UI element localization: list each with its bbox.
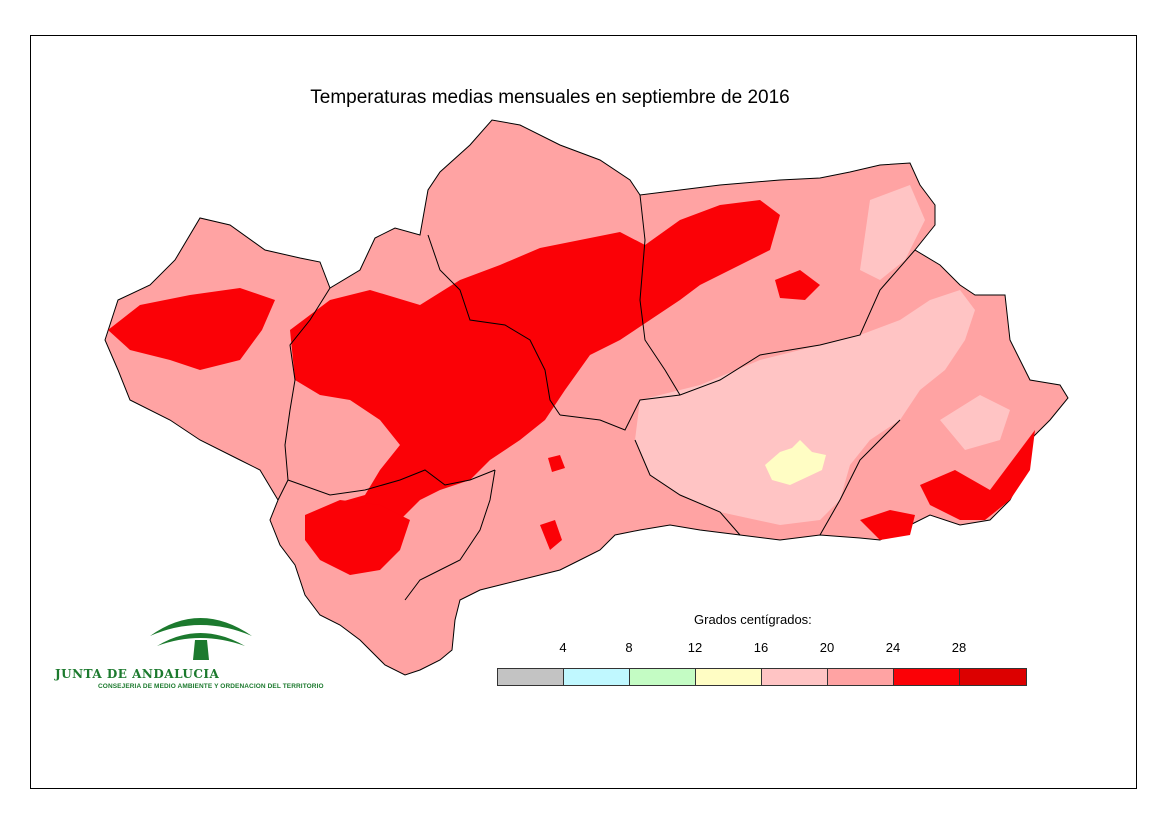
map-title: Temperaturas medias mensuales en septiem… — [310, 87, 790, 108]
legend-tick-label: 24 — [885, 640, 901, 655]
province-borders — [277, 194, 916, 601]
legend-swatch — [630, 669, 696, 685]
legend-swatch — [498, 669, 564, 685]
legend-title: Grados centígrados: — [694, 612, 812, 627]
legend-tick-label: 4 — [559, 640, 567, 655]
map-frame — [30, 35, 1137, 789]
legend-swatch — [894, 669, 960, 685]
legend-swatch — [828, 669, 894, 685]
zone-16-20 — [635, 185, 1010, 525]
zone-12-16 — [765, 440, 826, 485]
zone-24-28 — [108, 200, 1035, 575]
legend-tick-label: 8 — [625, 640, 633, 655]
legend-tick-label: 20 — [819, 640, 835, 655]
junta-andalucia-logo-icon — [150, 618, 252, 660]
legend-tick-label: 12 — [687, 640, 703, 655]
legend-tick-label: 28 — [951, 640, 967, 655]
logo-subtitle: CONSEJERIA DE MEDIO AMBIENTE Y ORDENACIO… — [98, 683, 324, 690]
legend-swatch — [696, 669, 762, 685]
legend-tick-label: 16 — [753, 640, 769, 655]
legend-swatch — [762, 669, 828, 685]
andalucia-region — [104, 119, 1069, 676]
legend-swatch — [960, 669, 1026, 685]
logo-name: JUNTA DE ANDALUCIA — [55, 667, 220, 681]
legend-swatch — [564, 669, 630, 685]
legend-color-bar — [497, 668, 1027, 686]
